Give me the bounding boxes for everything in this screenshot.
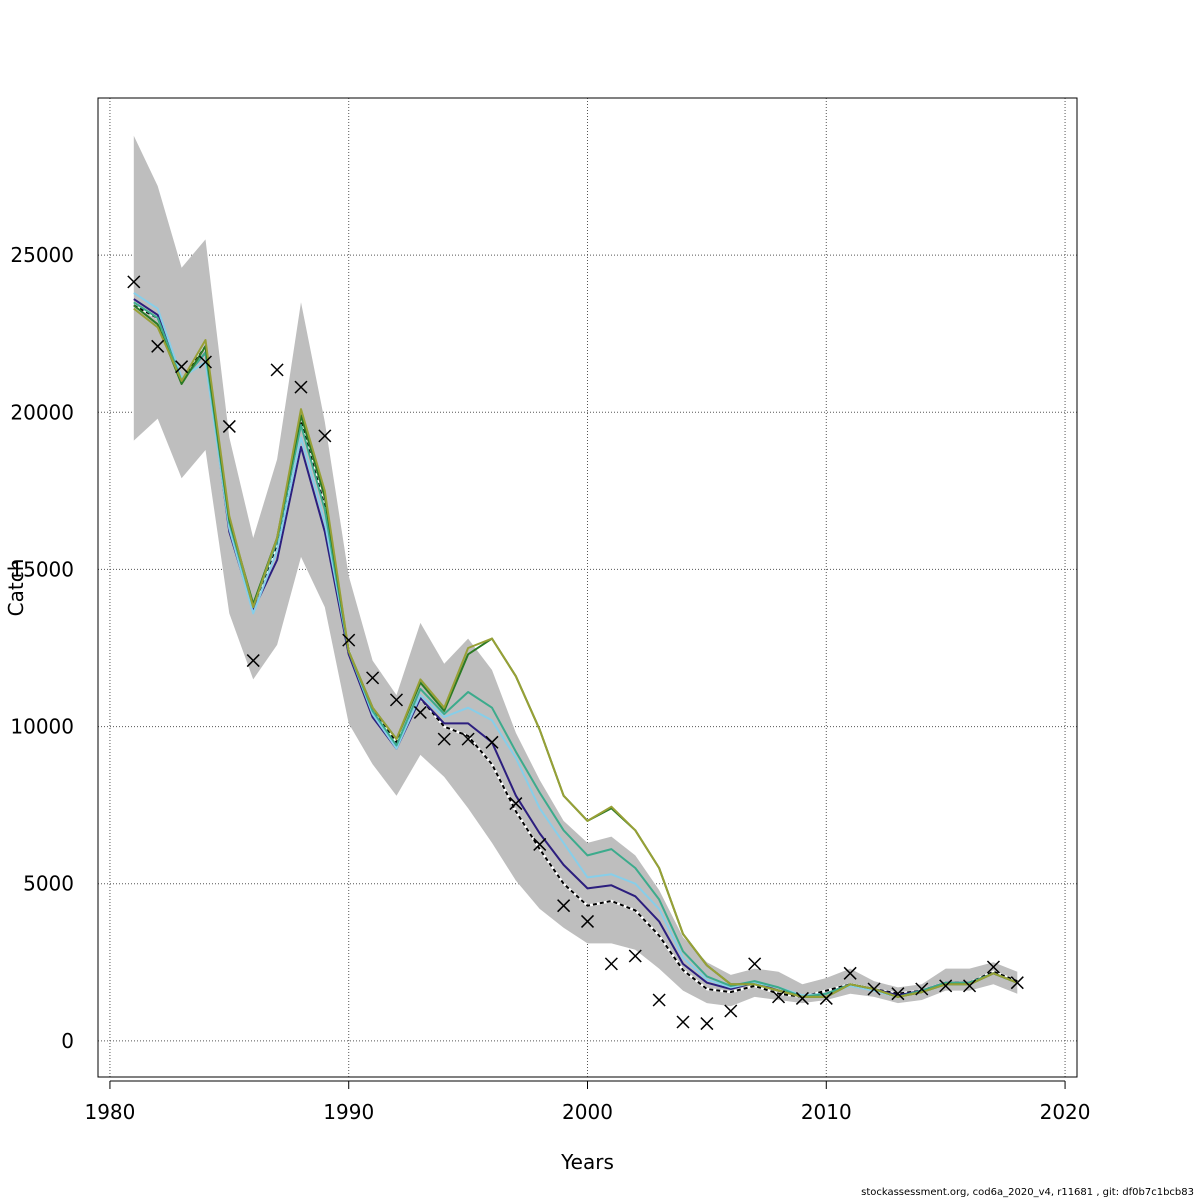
y-axis: 0 5000 10000 15000 20000 25000 — [10, 243, 74, 1053]
x-tick-label: 2020 — [1040, 1100, 1091, 1124]
y-tick-label: 5000 — [23, 872, 74, 896]
observed-point — [1010, 976, 1024, 990]
observed-point — [939, 979, 953, 993]
series-line-6 — [133, 307, 1018, 998]
observed-point — [198, 355, 212, 369]
observed-point — [580, 914, 595, 928]
observed-point — [127, 275, 141, 289]
observed-point — [318, 429, 332, 443]
observed-point — [604, 957, 618, 971]
observed-point — [294, 380, 308, 394]
observed-point — [222, 419, 236, 433]
observed-point — [485, 735, 499, 749]
observed-point — [175, 360, 189, 374]
observed-point — [557, 899, 571, 913]
x-axis-label: Years — [560, 1150, 614, 1174]
x-tick-label: 2000 — [562, 1100, 613, 1124]
confidence-band — [133, 135, 1018, 1007]
observed-point — [461, 732, 475, 746]
observed-point — [819, 991, 833, 1005]
y-tick-label: 10000 — [10, 715, 74, 739]
x-axis: 1980 1990 2000 2010 2020 — [84, 1080, 1091, 1124]
x-tick-label: 1990 — [323, 1100, 374, 1124]
observed-point — [437, 732, 451, 746]
observed-point — [891, 987, 905, 1001]
observed-point — [270, 363, 284, 377]
observed-point — [676, 1015, 690, 1029]
observed-point — [413, 705, 427, 719]
confidence-band-area — [133, 135, 1018, 1007]
series-lines — [133, 292, 1018, 999]
observed-point — [151, 339, 165, 353]
observed-point — [915, 982, 929, 996]
x-tick-label: 2010 — [801, 1100, 852, 1124]
observed-point — [652, 993, 666, 1007]
observed-point — [795, 991, 809, 1005]
y-tick-label: 20000 — [10, 400, 74, 424]
y-tick-label: 15000 — [10, 557, 74, 581]
observed-point — [366, 671, 380, 685]
observed-point — [342, 633, 356, 647]
observed-point — [700, 1017, 714, 1031]
observed-point — [867, 982, 881, 996]
observed-point — [509, 797, 523, 811]
observed-point — [246, 654, 260, 668]
series-line-3 — [133, 292, 1018, 998]
observed-point — [843, 966, 857, 980]
y-tick-label: 0 — [61, 1029, 74, 1053]
footer-credit: stockassessment.org, cod6a_2020_v4, r116… — [861, 1187, 1194, 1198]
observed-point — [628, 949, 642, 963]
plot-frame — [97, 97, 1078, 1078]
observed-point — [389, 693, 404, 707]
y-tick-label: 25000 — [10, 243, 74, 267]
observed-point — [963, 979, 977, 993]
observed-points — [127, 275, 1024, 1031]
x-tick-label: 1980 — [84, 1100, 135, 1124]
observed-point — [986, 960, 1000, 974]
observed-point — [771, 990, 786, 1004]
observed-point — [748, 957, 762, 971]
observed-point — [533, 837, 547, 851]
y-axis-label: Catch — [4, 559, 28, 617]
observed-point — [724, 1004, 738, 1018]
